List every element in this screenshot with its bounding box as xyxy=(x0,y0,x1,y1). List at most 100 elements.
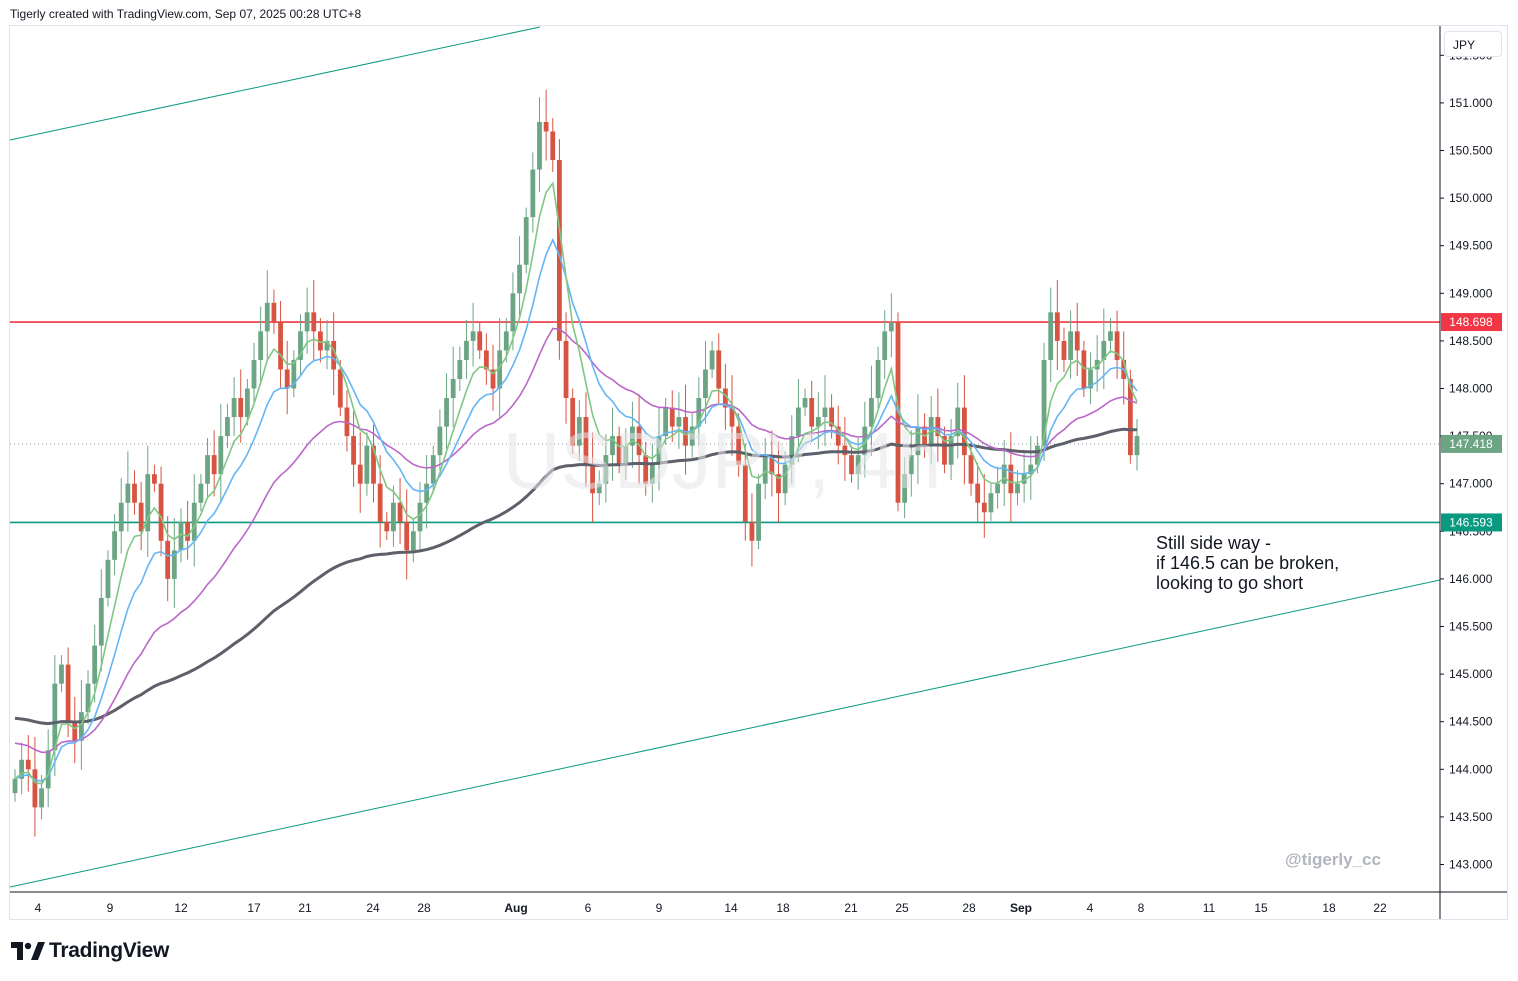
time-tick-label: 17 xyxy=(247,901,261,915)
candle xyxy=(722,363,728,430)
candle-body xyxy=(264,302,270,332)
candle xyxy=(630,401,635,468)
candle xyxy=(1088,352,1093,404)
candle xyxy=(815,392,821,449)
candle-body xyxy=(444,398,449,427)
candle-body xyxy=(1041,359,1047,446)
candle xyxy=(397,477,403,545)
candle-body xyxy=(888,321,894,332)
candle xyxy=(384,512,390,540)
candle xyxy=(1015,470,1020,506)
candle-body xyxy=(105,559,111,598)
support-price-badge-bg xyxy=(1441,513,1502,532)
plot-area xyxy=(10,26,1440,888)
candle-body xyxy=(171,550,177,579)
candle-body xyxy=(1001,464,1007,484)
candle xyxy=(782,451,788,506)
candle xyxy=(145,445,151,558)
candle-body xyxy=(596,483,602,494)
candle-body xyxy=(357,464,363,484)
candle-body xyxy=(849,455,854,475)
candle-body xyxy=(138,502,144,532)
tradingview-logo[interactable]: TradingView xyxy=(11,939,169,963)
candle xyxy=(251,342,257,404)
candle xyxy=(975,462,981,522)
candle-body xyxy=(251,359,257,389)
candle xyxy=(1061,327,1067,372)
candle-body xyxy=(238,398,244,418)
price-tick-label: 148.500 xyxy=(1449,334,1493,348)
candle-body xyxy=(590,464,595,494)
candle-body xyxy=(935,417,941,437)
candle-body xyxy=(477,331,483,351)
candle-body xyxy=(85,683,91,713)
candle xyxy=(371,424,376,503)
candle-body xyxy=(822,407,828,418)
candle-body xyxy=(729,407,735,427)
candle-body xyxy=(981,502,987,513)
candle xyxy=(835,405,841,465)
price-tick-label: 144.500 xyxy=(1449,715,1493,729)
candle xyxy=(689,413,695,458)
candle-body xyxy=(59,664,64,684)
candle-body xyxy=(1068,331,1074,360)
candle xyxy=(1074,302,1080,377)
candle xyxy=(1068,310,1074,379)
candle-body xyxy=(716,350,722,389)
time-tick-label: 8 xyxy=(1138,901,1145,915)
time-tick-label: 6 xyxy=(585,901,592,915)
candle xyxy=(52,655,58,776)
time-tick-label: 22 xyxy=(1373,901,1387,915)
candle xyxy=(278,300,283,389)
candle xyxy=(92,624,98,703)
candle xyxy=(649,443,655,503)
candle-body xyxy=(676,417,682,427)
candle-body xyxy=(1074,331,1080,351)
candle xyxy=(869,365,874,456)
price-tick-label: 147.000 xyxy=(1449,477,1493,491)
candle xyxy=(337,359,343,417)
candle xyxy=(948,418,954,481)
candle-body xyxy=(530,169,536,218)
price-tick-label: 149.000 xyxy=(1449,286,1493,300)
candle-body xyxy=(417,502,423,532)
annotation-line: looking to go short xyxy=(1156,573,1304,593)
candle-body xyxy=(1061,340,1067,360)
candle xyxy=(802,388,808,417)
time-tick-label: 28 xyxy=(962,901,976,915)
candle xyxy=(663,398,669,445)
candle-body xyxy=(457,359,463,379)
candle xyxy=(776,441,781,523)
candle xyxy=(357,432,363,513)
candle-body xyxy=(483,350,489,370)
time-tick-label: 21 xyxy=(298,901,312,915)
candle xyxy=(822,375,828,447)
candle-body xyxy=(470,331,476,341)
candle xyxy=(961,375,967,485)
candle xyxy=(1054,279,1060,371)
candle-body xyxy=(643,455,649,484)
annotation-line: if 146.5 can be broken, xyxy=(1156,553,1340,573)
candle xyxy=(112,514,117,576)
candle xyxy=(563,312,569,424)
currency-button[interactable]: JPY xyxy=(1444,31,1502,57)
candle-body xyxy=(351,436,356,465)
candle xyxy=(205,438,210,500)
candle xyxy=(995,466,1000,509)
candle xyxy=(716,333,722,404)
time-tick-label: 18 xyxy=(1322,901,1336,915)
time-tick-label: 9 xyxy=(656,901,663,915)
candle xyxy=(331,312,337,396)
candle xyxy=(703,340,708,424)
candle-body xyxy=(145,474,151,532)
candle-body xyxy=(576,417,582,446)
candle xyxy=(742,443,748,541)
candle-body xyxy=(908,455,914,475)
candle-body xyxy=(942,436,947,465)
candle xyxy=(85,670,91,725)
chart-header: Tigerly created with TradingView.com, Se… xyxy=(10,7,362,21)
candle-body xyxy=(377,483,383,522)
candle xyxy=(437,409,443,471)
candle-body xyxy=(875,359,881,399)
